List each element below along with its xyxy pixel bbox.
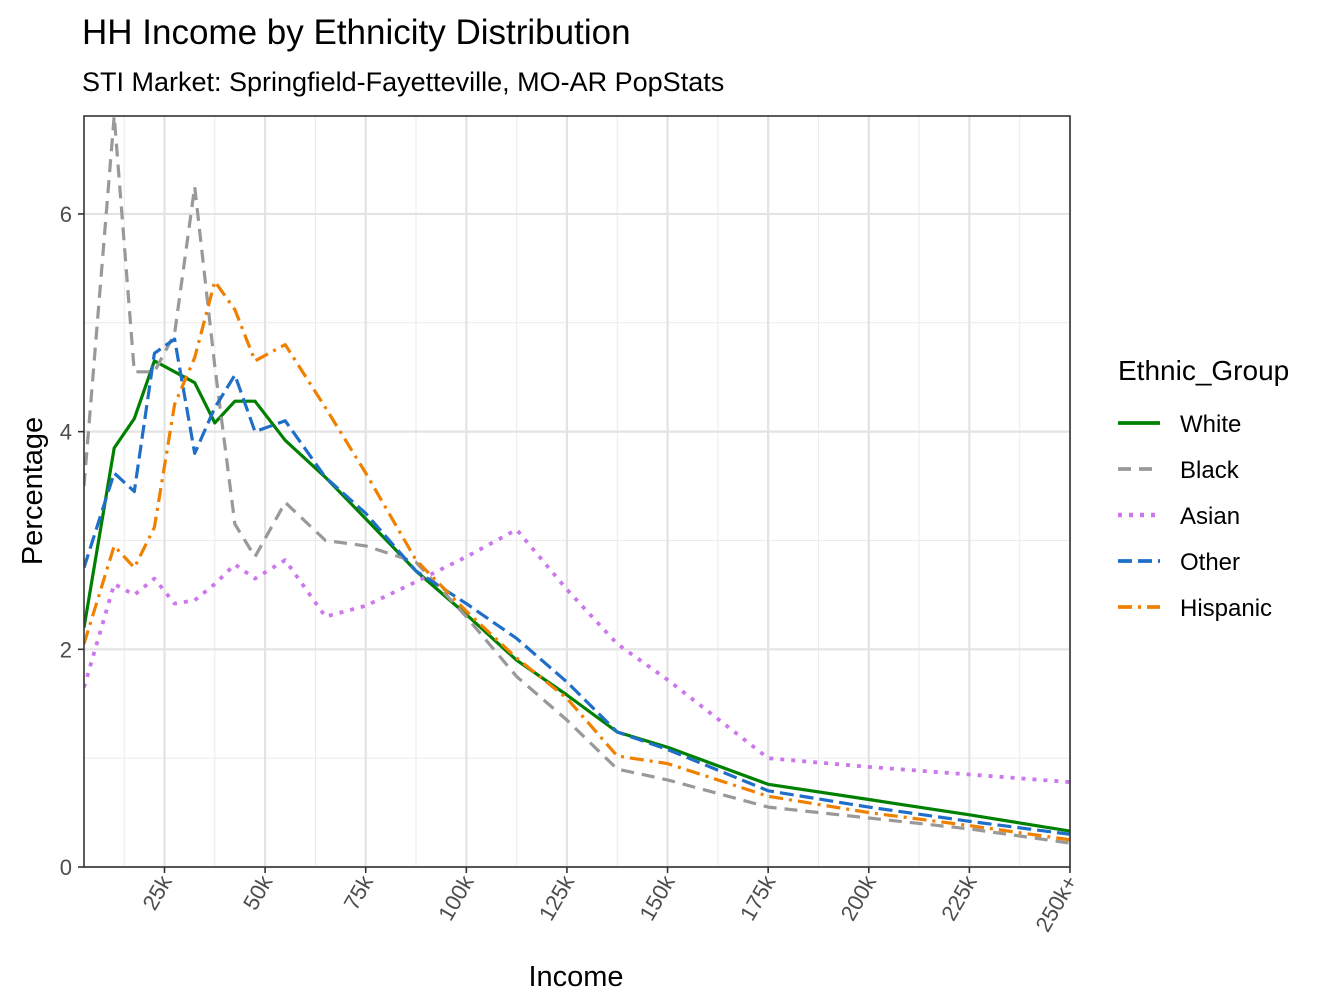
chart-title: HH Income by Ethnicity Distribution (82, 13, 631, 52)
x-tick-label: 75k (339, 870, 379, 914)
y-tick-label: 6 (60, 202, 72, 227)
y-tick-label: 2 (60, 637, 72, 662)
legend: Ethnic_Group White Black Asian Other Hispani… (1118, 355, 1289, 622)
axes: 0 2 4 6 25k 50k 75k 100k 125k 150k 175k 200k 225k 250… (60, 202, 1083, 936)
y-tick-label: 4 (60, 420, 72, 445)
series-line-other (84, 337, 1070, 836)
series-line-black (84, 116, 1070, 845)
x-tick-label: 25k (137, 870, 177, 914)
legend-label-hispanic: Hispanic (1180, 595, 1272, 622)
legend-label-other: Other (1180, 549, 1240, 576)
x-tick-label: 125k (534, 870, 580, 925)
x-tick-label: 50k (238, 870, 278, 914)
x-tick-label: 150k (634, 870, 680, 925)
x-axis-label: Income (528, 961, 623, 993)
x-tick-label: 225k (936, 870, 982, 925)
legend-label-white: White (1180, 411, 1241, 438)
series-lines (84, 116, 1070, 845)
panel-border (83, 115, 1071, 868)
series-line-white (84, 359, 1070, 833)
legend-title: Ethnic_Group (1118, 355, 1289, 386)
y-tick-label: 0 (60, 855, 72, 880)
series-line-asian (84, 527, 1070, 784)
legend-label-black: Black (1180, 457, 1240, 484)
x-tick-label: 175k (735, 870, 781, 925)
chart-subtitle: STI Market: Springfield-Fayetteville, MO… (82, 67, 724, 97)
y-axis-label: Percentage (17, 417, 49, 565)
x-tick-label: 250k+ (1030, 871, 1082, 936)
legend-label-asian: Asian (1180, 503, 1240, 530)
x-tick-label: 100k (433, 870, 479, 925)
x-tick-label: 200k (836, 870, 882, 925)
series-line-hispanic (84, 279, 1070, 842)
